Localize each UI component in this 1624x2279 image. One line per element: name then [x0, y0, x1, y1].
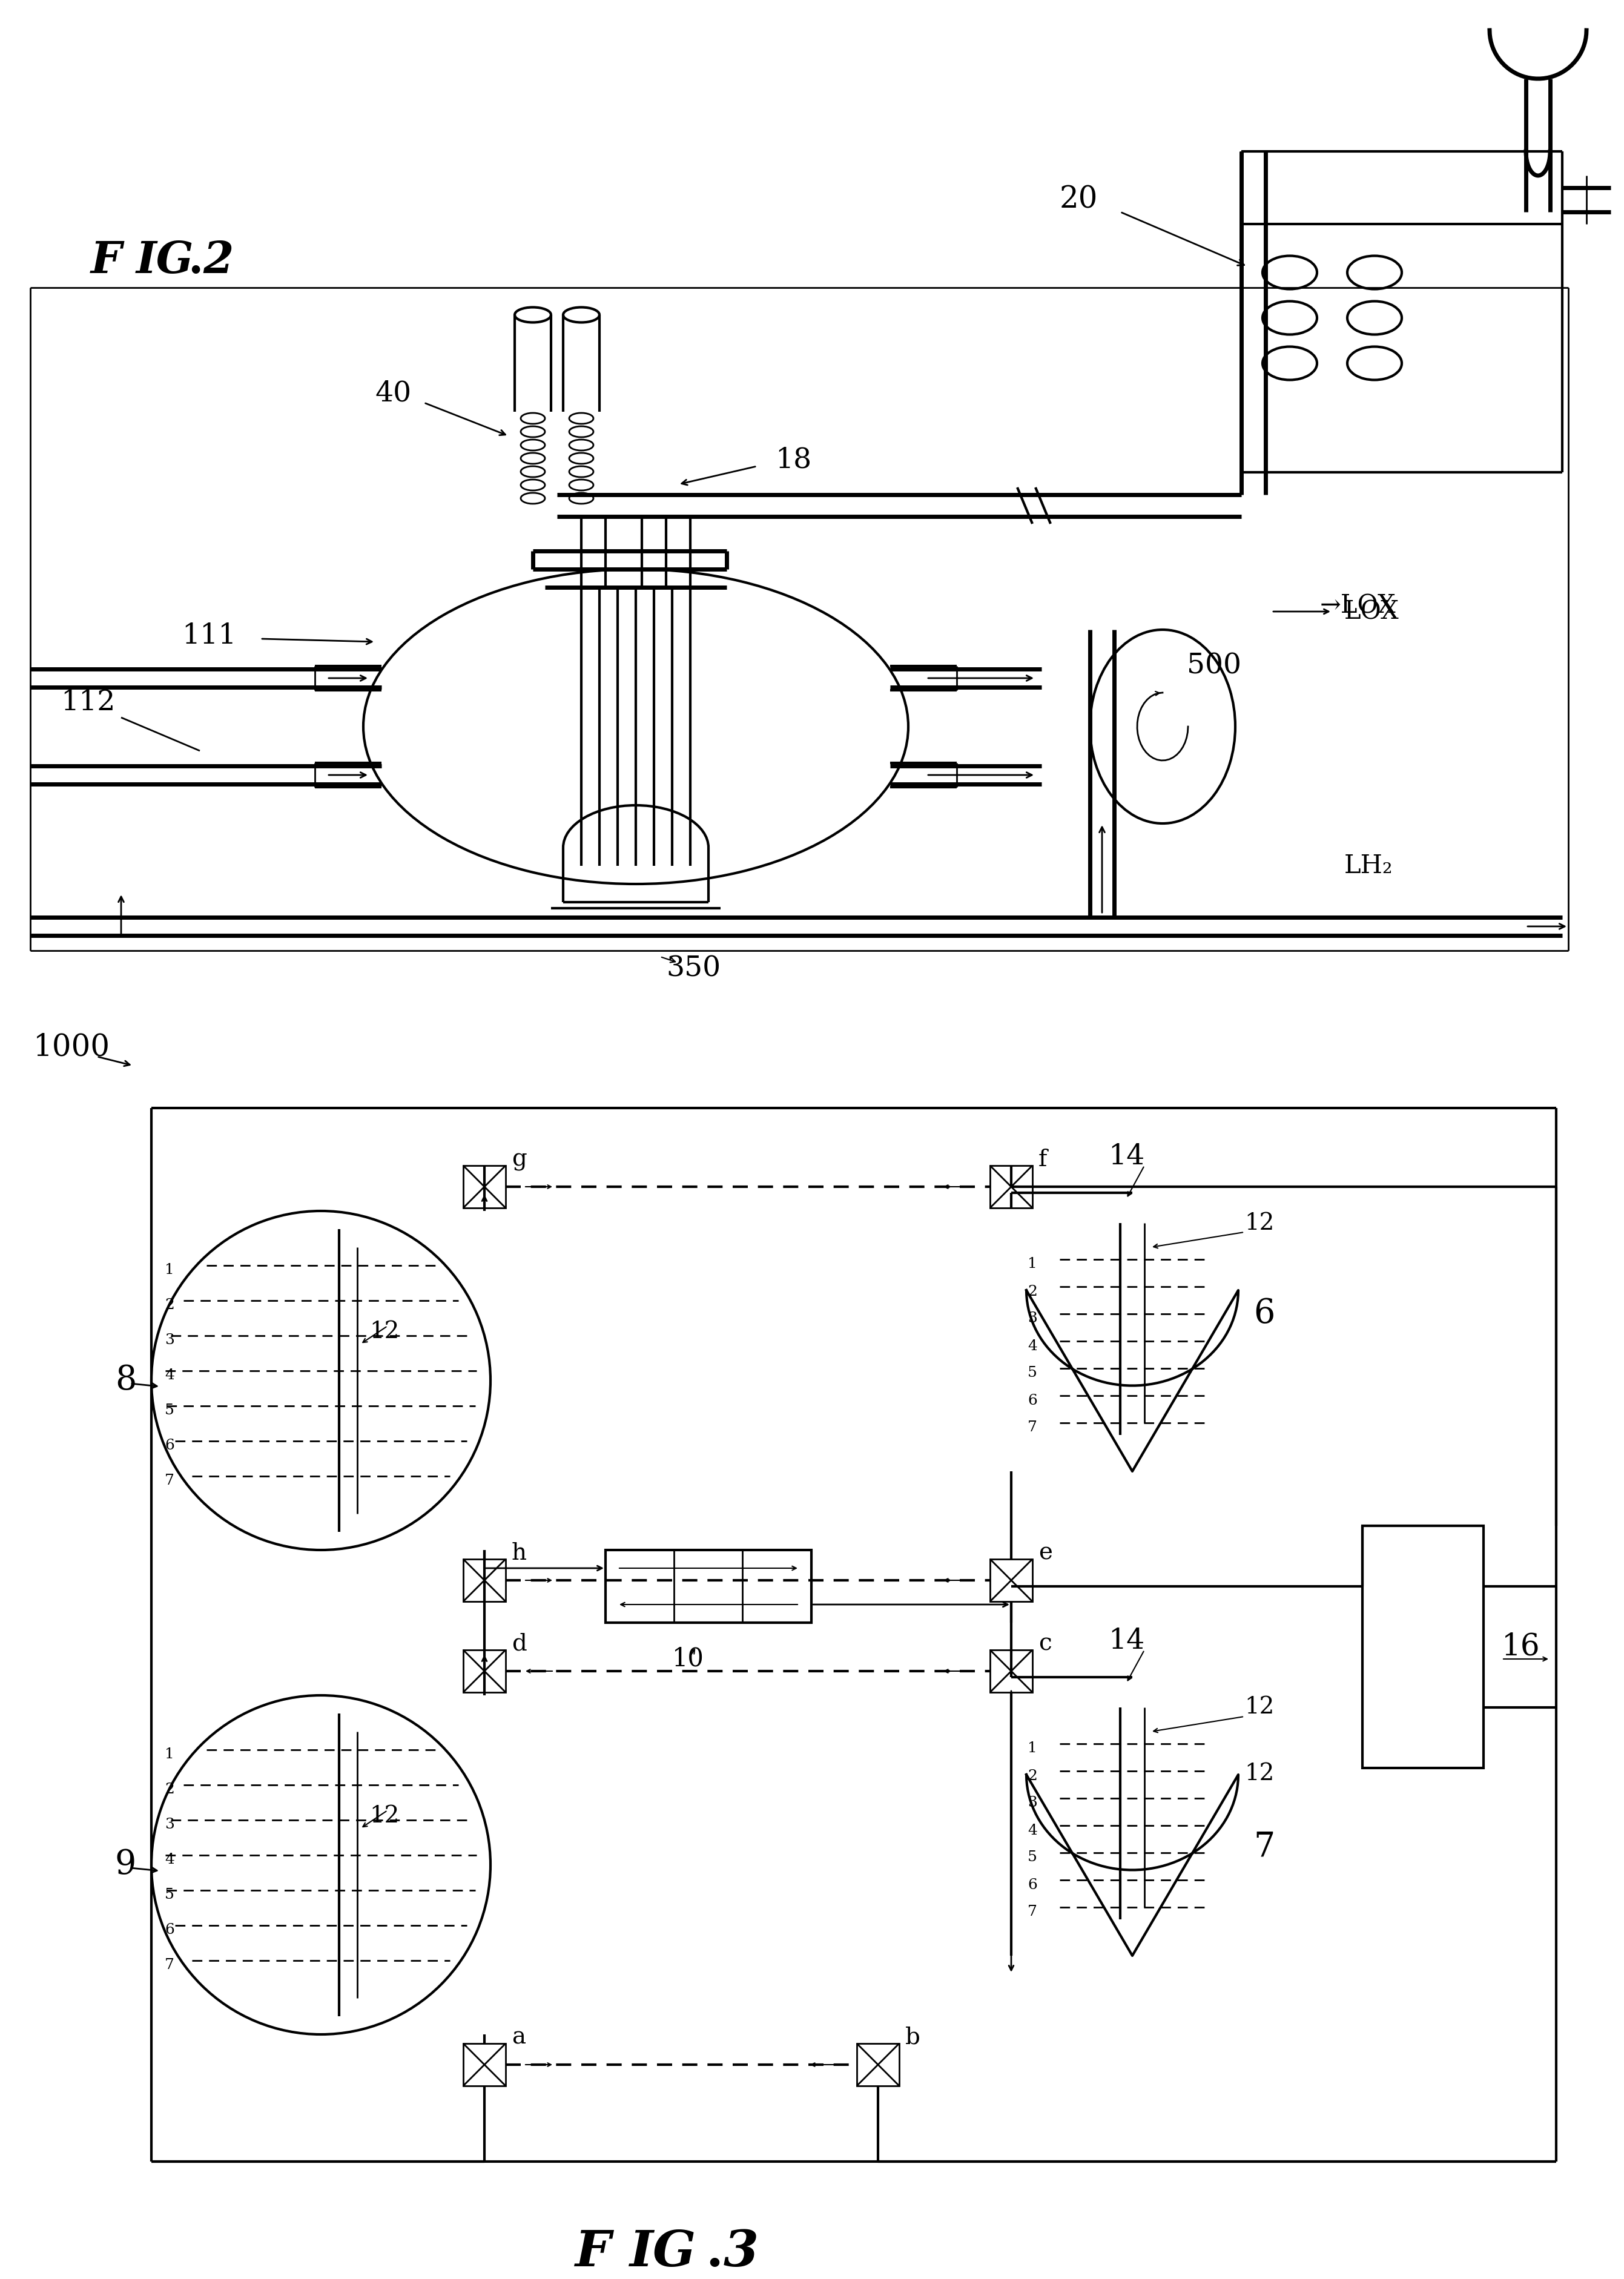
Text: 4: 4	[164, 1370, 174, 1383]
Text: 20: 20	[1059, 185, 1098, 214]
Text: LH₂: LH₂	[1345, 852, 1393, 877]
Text: 12: 12	[1244, 1212, 1275, 1235]
Text: 1: 1	[1028, 1741, 1038, 1755]
Bar	[1363, 1527, 1483, 1769]
Text: 1: 1	[164, 1263, 174, 1276]
Text: IG: IG	[136, 239, 195, 283]
Text: 1: 1	[164, 1748, 174, 1762]
Text: 7: 7	[1254, 1830, 1275, 1864]
Bar	[463, 1559, 505, 1602]
Text: 6: 6	[1028, 1392, 1038, 1408]
Bar	[991, 1165, 1033, 1208]
Text: F: F	[575, 2229, 611, 2277]
Text: 2: 2	[164, 1299, 174, 1313]
Text: 3: 3	[164, 1333, 174, 1347]
Text: 3: 3	[724, 2229, 758, 2277]
Text: 6: 6	[164, 1438, 174, 1452]
Text: 2: 2	[203, 239, 234, 283]
Text: 3: 3	[164, 1819, 174, 1832]
Text: 12: 12	[369, 1805, 400, 1828]
Text: d: d	[512, 1632, 526, 1655]
Text: 12: 12	[1244, 1764, 1275, 1784]
Text: →LOX: →LOX	[1320, 593, 1397, 618]
Text: 4: 4	[1028, 1823, 1038, 1837]
Text: 6: 6	[164, 1923, 174, 1937]
Text: e: e	[1038, 1543, 1052, 1563]
Text: h: h	[512, 1543, 526, 1563]
Text: 112: 112	[60, 688, 115, 716]
Text: 5: 5	[1028, 1365, 1038, 1381]
Text: 3: 3	[1028, 1313, 1038, 1326]
Text: 1: 1	[1028, 1258, 1038, 1272]
Text: c: c	[1038, 1632, 1052, 1655]
Text: 7: 7	[1028, 1905, 1038, 1919]
Text: 18: 18	[775, 447, 812, 474]
Text: 16: 16	[1502, 1632, 1540, 1661]
Text: 5: 5	[1028, 1851, 1038, 1864]
Text: 2: 2	[164, 1782, 174, 1796]
Text: b: b	[905, 2026, 921, 2049]
Text: 6: 6	[1028, 1878, 1038, 1892]
Text: .: .	[188, 239, 203, 283]
Bar	[606, 1550, 812, 1623]
Text: 7: 7	[164, 1958, 174, 1971]
Bar	[991, 1559, 1033, 1602]
Text: F: F	[91, 239, 122, 283]
Text: f: f	[1038, 1149, 1047, 1171]
Bar	[857, 2044, 900, 2085]
Text: 2: 2	[1028, 1285, 1038, 1299]
Text: 4: 4	[1028, 1340, 1038, 1354]
Text: 8: 8	[115, 1363, 136, 1397]
Text: IG: IG	[630, 2229, 697, 2277]
Text: 5: 5	[164, 1889, 174, 1903]
Text: 111: 111	[182, 622, 237, 650]
Text: 9: 9	[115, 1848, 136, 1882]
Text: .: .	[705, 2229, 723, 2277]
Text: 7: 7	[1028, 1420, 1038, 1436]
Text: 3: 3	[1028, 1796, 1038, 1810]
Text: 500: 500	[1187, 652, 1241, 679]
Text: 40: 40	[375, 381, 412, 408]
Bar	[463, 1650, 505, 1693]
Text: 7: 7	[164, 1475, 174, 1488]
Text: LOX: LOX	[1345, 599, 1400, 624]
Text: 350: 350	[666, 955, 721, 982]
Text: 14: 14	[1108, 1142, 1145, 1169]
Text: a: a	[512, 2026, 526, 2049]
Text: 2: 2	[1028, 1769, 1038, 1782]
Text: g: g	[512, 1149, 526, 1171]
Text: 10: 10	[672, 1645, 705, 1673]
Bar	[463, 2044, 505, 2085]
Text: 6: 6	[1254, 1297, 1275, 1331]
Bar	[991, 1650, 1033, 1693]
Text: 14: 14	[1108, 1627, 1145, 1655]
Text: 5: 5	[164, 1404, 174, 1418]
Text: 12: 12	[369, 1322, 400, 1342]
Bar	[463, 1165, 505, 1208]
Text: 1000: 1000	[34, 1032, 110, 1062]
Text: 12: 12	[1244, 1696, 1275, 1718]
Text: 4: 4	[164, 1853, 174, 1867]
